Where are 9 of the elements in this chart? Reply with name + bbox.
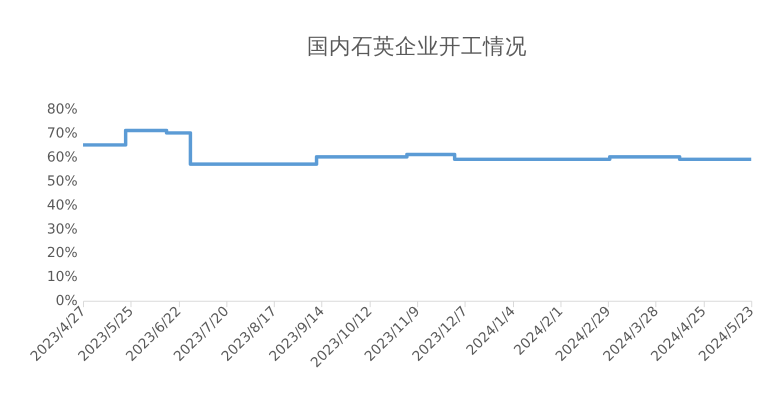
chart-title: 国内石英企业开工情况 [307,34,528,60]
y-tick-label: 40% [46,197,78,214]
y-tick-label: 30% [46,221,78,238]
y-tick-label: 70% [46,125,78,142]
y-tick-label: 20% [46,245,78,262]
y-tick-label: 80% [46,101,78,118]
y-tick-label: 10% [46,269,78,286]
y-tick-label: 60% [46,149,78,166]
y-tick-label: 50% [46,173,78,190]
